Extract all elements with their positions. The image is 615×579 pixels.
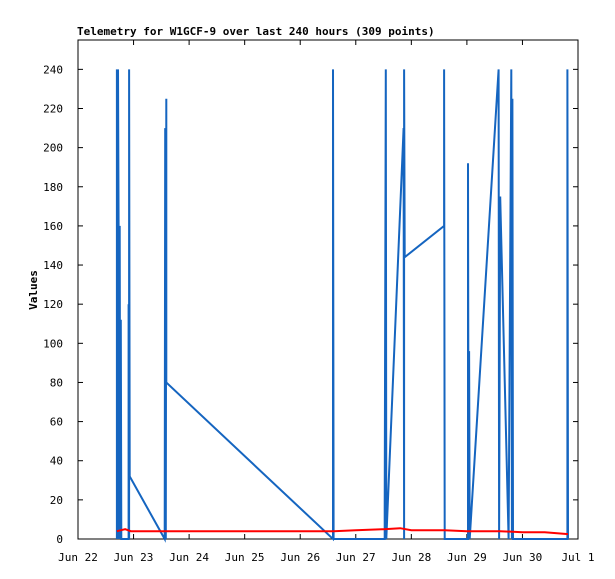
y-tick-label: 240: [43, 63, 63, 76]
x-tick-label: Jun 22: [58, 551, 98, 564]
chart-title: Telemetry for W1GCF-9 over last 240 hour…: [77, 25, 435, 38]
x-tick-label: Jun 26: [280, 551, 320, 564]
series-group: [115, 69, 569, 543]
x-tick-label: Jun 29: [447, 551, 487, 564]
y-tick-label: 200: [43, 142, 63, 155]
x-tick-label: Jul 1: [561, 551, 594, 564]
y-tick-label: 140: [43, 259, 63, 272]
y-tick-label: 80: [50, 376, 63, 389]
x-tick-label: Jun 30: [503, 551, 543, 564]
y-tick-label: 60: [50, 416, 63, 429]
x-tick-label: Jun 27: [336, 551, 376, 564]
y-tick-label: 220: [43, 102, 63, 115]
y-tick-label: 0: [56, 533, 63, 546]
x-tick-label: Jun 28: [391, 551, 431, 564]
y-tick-label: 100: [43, 337, 63, 350]
y-axis: 0 20 40 60 80 100 120 140 160 180 200 220 240: [43, 63, 578, 546]
y-tick-label: 40: [50, 455, 63, 468]
x-tick-label: Jun 25: [225, 551, 265, 564]
y-tick-label: 120: [43, 298, 63, 311]
x-tick-label: Jun 24: [169, 551, 209, 564]
x-tick-label: Jun 23: [114, 551, 154, 564]
series-line-1: [115, 69, 569, 543]
y-tick-label: 20: [50, 494, 63, 507]
y-axis-label: Values: [27, 270, 40, 310]
y-tick-label: 180: [43, 181, 63, 194]
x-axis: Jun 22 Jun 23 Jun 24 Jun 25 Jun 26 Jun 27 Jun …: [58, 40, 595, 564]
y-tick-label: 160: [43, 220, 63, 233]
series-line-2: [116, 527, 569, 536]
